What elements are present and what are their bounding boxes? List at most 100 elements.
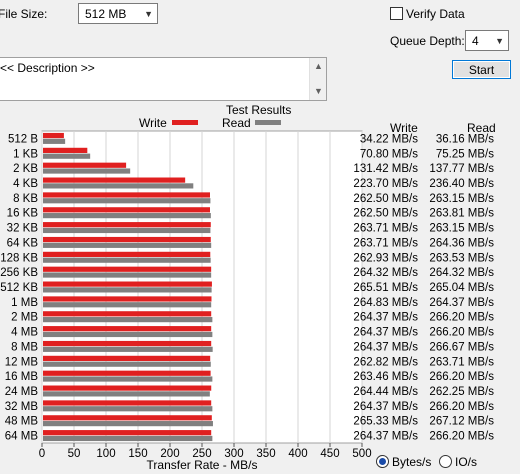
row-label: 4 MB — [11, 327, 38, 339]
row-label: 24 MB — [5, 386, 39, 398]
write-value: 262.50 MB/s — [353, 208, 418, 220]
x-tick-label: 350 — [256, 448, 275, 460]
row-label: 32 KB — [7, 223, 39, 235]
io-radio[interactable] — [439, 455, 452, 468]
read-bar — [43, 361, 211, 367]
write-value: 264.37 MB/s — [353, 312, 418, 324]
write-value: 263.46 MB/s — [353, 371, 418, 383]
write-value: 263.71 MB/s — [353, 237, 418, 249]
read-bar — [43, 406, 213, 412]
queue-depth-value: 4 — [472, 33, 479, 48]
read-bar — [43, 138, 66, 144]
write-value: 265.33 MB/s — [353, 416, 418, 428]
read-bar — [43, 168, 131, 174]
write-value: 223.70 MB/s — [353, 178, 418, 190]
write-bar — [43, 132, 64, 139]
row-label: 512 KB — [0, 282, 38, 294]
read-value: 267.12 MB/s — [429, 416, 494, 428]
read-bar — [43, 213, 211, 219]
read-value: 263.15 MB/s — [429, 223, 494, 235]
scroll-down-icon[interactable]: ▼ — [314, 86, 323, 96]
write-bar — [43, 162, 127, 168]
write-value: 263.71 MB/s — [353, 223, 418, 235]
write-bar — [43, 385, 212, 391]
write-value: 264.37 MB/s — [353, 431, 418, 443]
read-value: 266.20 MB/s — [429, 401, 494, 413]
write-bar — [43, 236, 211, 243]
io-radio-label: IO/s — [455, 455, 478, 469]
row-label: 4 KB — [13, 178, 38, 190]
write-value: 264.37 MB/s — [353, 401, 418, 413]
legend-write-label: Write — [139, 116, 167, 130]
read-value: 266.20 MB/s — [429, 327, 494, 339]
write-value: 264.37 MB/s — [353, 341, 418, 353]
bytes-radio[interactable] — [376, 455, 389, 468]
write-bar — [43, 147, 88, 153]
queue-depth-select[interactable]: 4 ▼ — [465, 30, 509, 51]
write-value: 34.22 MB/s — [360, 133, 418, 145]
row-label: 512 B — [8, 133, 38, 145]
read-bar — [43, 317, 213, 323]
description-box[interactable]: << Description >> ▲ ▼ — [0, 57, 327, 101]
file-size-select[interactable]: 512 MB ▼ — [78, 3, 158, 24]
write-bar — [43, 400, 212, 406]
queue-depth-label: Queue Depth: — [390, 34, 465, 48]
row-label: 256 KB — [0, 267, 38, 279]
read-bar — [43, 302, 212, 308]
description-scrollbar[interactable]: ▲ ▼ — [309, 58, 326, 100]
read-value: 266.20 MB/s — [429, 431, 494, 443]
read-bar — [43, 183, 194, 189]
row-label: 12 MB — [5, 356, 39, 368]
bytes-radio-label: Bytes/s — [392, 455, 432, 469]
read-bar — [43, 435, 213, 442]
x-tick-label: 300 — [224, 448, 243, 460]
write-bar — [43, 311, 212, 317]
write-value: 262.93 MB/s — [353, 252, 418, 264]
read-bar — [43, 421, 213, 427]
verify-data-checkbox[interactable] — [390, 7, 403, 20]
x-tick-label: 200 — [160, 448, 179, 460]
read-value: 263.71 MB/s — [429, 356, 494, 368]
write-bar — [43, 281, 212, 287]
read-bar — [43, 198, 211, 204]
write-bar — [43, 326, 212, 332]
write-column-header: Write — [390, 121, 418, 135]
x-tick-label: 150 — [128, 448, 147, 460]
chevron-down-icon: ▼ — [495, 35, 504, 46]
legend-read-label: Read — [222, 116, 251, 130]
read-value: 264.32 MB/s — [429, 267, 494, 279]
read-value: 264.37 MB/s — [429, 297, 494, 309]
read-bar — [43, 346, 213, 352]
row-label: 16 MB — [5, 371, 39, 383]
write-value: 262.50 MB/s — [353, 193, 418, 205]
read-value: 263.53 MB/s — [429, 252, 494, 264]
read-value: 137.77 MB/s — [429, 163, 494, 175]
read-bar — [43, 376, 213, 382]
read-value: 236.40 MB/s — [429, 178, 494, 190]
x-tick-label: 500 — [352, 448, 371, 460]
results-title: Test Results — [226, 103, 292, 117]
read-value: 263.81 MB/s — [429, 208, 494, 220]
read-value: 75.25 MB/s — [436, 148, 494, 160]
write-bar — [43, 207, 210, 213]
read-bar — [43, 257, 211, 263]
start-button[interactable]: Start — [452, 60, 511, 79]
verify-data-label: Verify Data — [406, 7, 465, 21]
read-value: 36.16 MB/s — [436, 133, 494, 145]
row-label: 48 MB — [5, 416, 39, 428]
legend-read-swatch — [255, 120, 281, 125]
legend-write-swatch — [172, 120, 198, 125]
scroll-up-icon[interactable]: ▲ — [314, 61, 323, 71]
write-value: 264.83 MB/s — [353, 297, 418, 309]
description-text: << Description >> — [0, 61, 95, 75]
read-value: 264.36 MB/s — [429, 237, 494, 249]
write-bar — [43, 370, 211, 376]
x-tick-label: 0 — [39, 448, 45, 460]
read-value: 263.15 MB/s — [429, 193, 494, 205]
read-value: 265.04 MB/s — [429, 282, 494, 294]
write-value: 264.44 MB/s — [353, 386, 418, 398]
read-bar — [43, 242, 212, 248]
radio-selected-dot — [379, 458, 386, 465]
chevron-down-icon: ▼ — [144, 8, 153, 19]
